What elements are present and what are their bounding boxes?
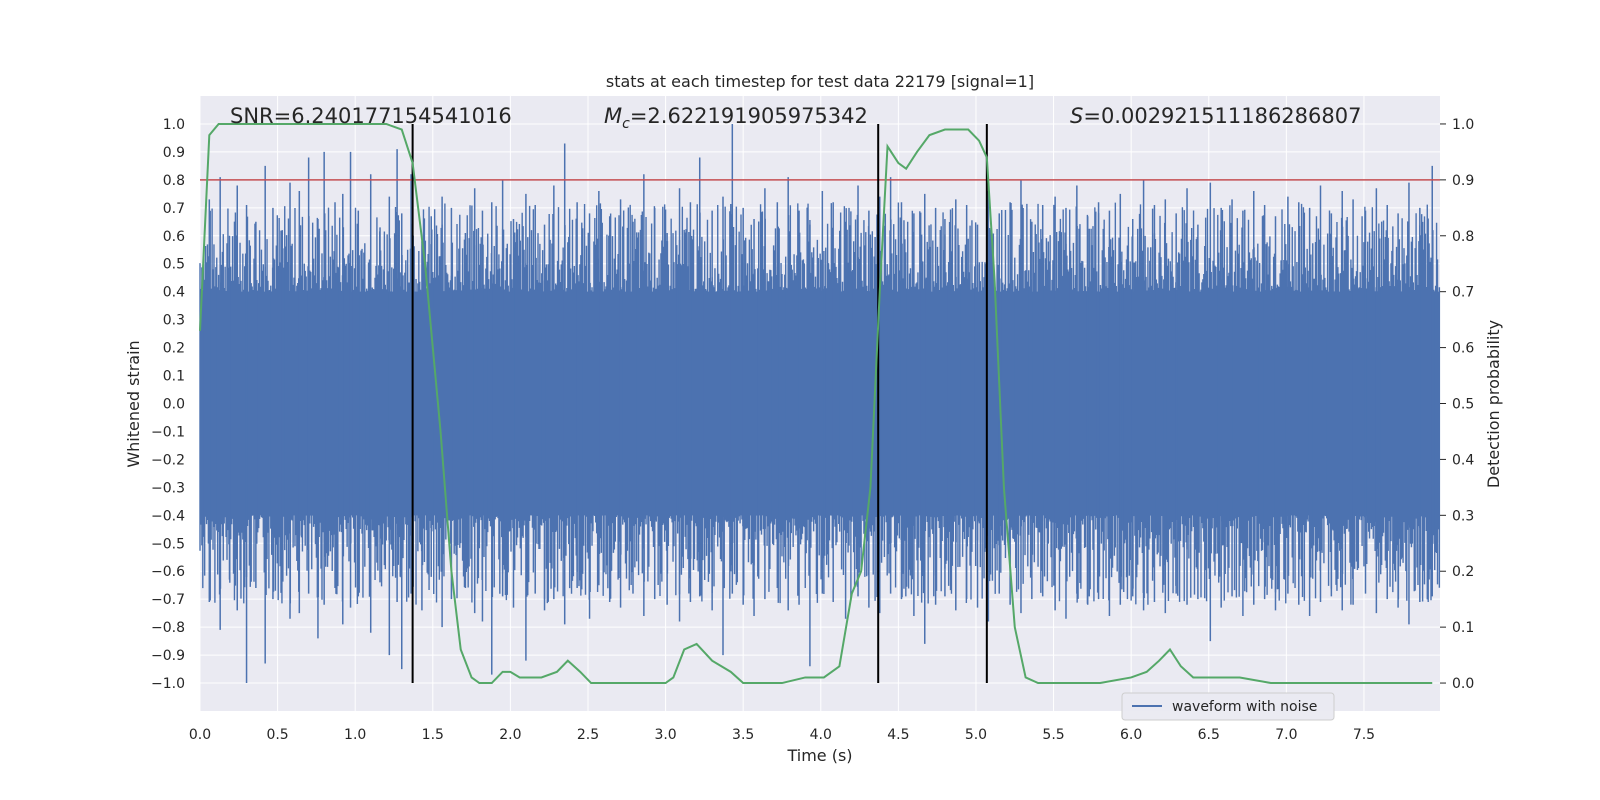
y-right-tick-label: 0.0	[1452, 676, 1474, 692]
x-tick-label: 3.0	[654, 727, 676, 743]
y-tick-label: −0.8	[151, 620, 185, 636]
mc-value: =2.622191905975342	[630, 104, 868, 128]
y-right-tick-label: 0.4	[1452, 452, 1474, 468]
y-tick-label: −0.4	[151, 508, 185, 524]
y-tick-label: 0.8	[163, 173, 185, 189]
y-right-tick-label: 0.6	[1452, 341, 1474, 357]
x-axis-label: Time (s)	[786, 746, 852, 765]
y-right-axis-label: Detection probability	[1484, 320, 1503, 488]
y-right-tick-label: 0.3	[1452, 508, 1474, 524]
x-tick-label: 7.5	[1353, 727, 1375, 743]
y-right-tick-label: 0.2	[1452, 564, 1474, 580]
snr-annotation: SNR=6.240177154541016	[230, 104, 512, 128]
x-tick-label: 3.5	[732, 727, 754, 743]
detection-probability-line	[199, 122, 1433, 685]
y-tick-label: −0.5	[151, 536, 185, 552]
y-tick-label: 0.0	[163, 397, 185, 413]
chart-title: stats at each timestep for test data 221…	[606, 72, 1034, 91]
s-symbol: S	[1070, 104, 1083, 128]
y-right-tick-label: 0.7	[1452, 285, 1474, 301]
y-tick-label: 0.1	[163, 369, 185, 385]
vertical-markers	[411, 123, 988, 684]
x-tick-label: 6.0	[1120, 727, 1142, 743]
y-tick-label: −0.1	[151, 424, 185, 440]
x-tick-labels: 0.0 0.5 1.0 1.5 2.0 2.5 3.0 3.5 4.0 4.5 5.0 5.5 6.0 6…	[189, 727, 1375, 743]
mc-subscript: c	[622, 116, 630, 132]
y-right-tick-label: 1.0	[1452, 117, 1474, 133]
x-tick-label: 2.5	[577, 727, 599, 743]
s-value: =0.002921511186286807	[1083, 104, 1361, 128]
y-tick-label: 1.0	[163, 117, 185, 133]
mc-symbol: M	[604, 104, 622, 128]
y-right-tick-labels: 1.0 0.9 0.8 0.7 0.6 0.5 0.4 0.3 0.2 0.1 0.0	[1440, 117, 1474, 692]
y-right-tick-label: 0.1	[1452, 620, 1474, 636]
x-tick-label: 0.5	[266, 727, 288, 743]
legend: waveform with noise	[1121, 692, 1335, 721]
y-tick-label: −0.9	[151, 648, 185, 664]
y-right-tick-label: 0.5	[1452, 397, 1474, 413]
x-tick-label: 6.5	[1198, 727, 1220, 743]
y-tick-label: 0.7	[163, 201, 185, 217]
y-tick-label: −0.2	[151, 452, 185, 468]
y-tick-label: −0.6	[151, 564, 185, 580]
legend-box	[1121, 692, 1335, 721]
x-tick-label: 5.5	[1042, 727, 1064, 743]
x-tick-label: 0.0	[189, 727, 211, 743]
x-tick-label: 1.5	[422, 727, 444, 743]
noise-layer	[199, 123, 1441, 684]
y-tick-label: 0.4	[163, 285, 185, 301]
y-tick-label: −0.7	[151, 592, 185, 608]
y-tick-label: 0.3	[163, 313, 185, 329]
legend-label: waveform with noise	[1172, 699, 1317, 715]
y-tick-label: 0.6	[163, 229, 185, 245]
x-tick-label: 5.0	[965, 727, 987, 743]
y-tick-labels: 1.0 0.9 0.8 0.7 0.6 0.5 0.4 0.3 0.2 0.1 0.0 −0.1 −0.…	[151, 117, 185, 692]
y-axis-label: Whitened strain	[124, 340, 143, 467]
y-tick-label: −0.3	[151, 480, 185, 496]
x-tick-label: 1.0	[344, 727, 366, 743]
y-tick-label: 0.5	[163, 257, 185, 273]
x-tick-label: 2.0	[499, 727, 521, 743]
s-annotation: S=0.002921511186286807	[1070, 104, 1361, 128]
x-tick-label: 4.5	[887, 727, 909, 743]
y-right-tick-label: 0.8	[1452, 229, 1474, 245]
y-tick-label: 0.2	[163, 341, 185, 357]
mc-annotation: Mc=2.622191905975342	[604, 104, 868, 132]
y-tick-label: −1.0	[151, 676, 185, 692]
y-right-tick-label: 0.9	[1452, 173, 1474, 189]
x-tick-label: 7.0	[1275, 727, 1297, 743]
x-tick-label: 4.0	[810, 727, 832, 743]
y-tick-label: 0.9	[163, 145, 185, 161]
